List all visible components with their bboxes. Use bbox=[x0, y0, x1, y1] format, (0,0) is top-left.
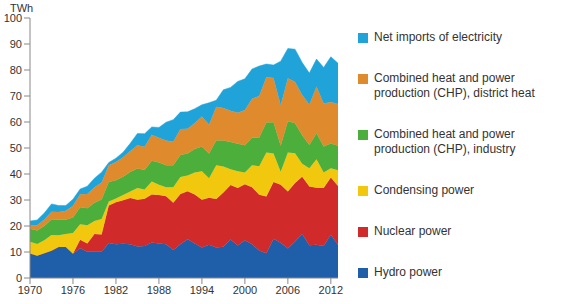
svg-text:30: 30 bbox=[10, 194, 22, 206]
svg-text:80: 80 bbox=[10, 64, 22, 76]
svg-text:10: 10 bbox=[10, 246, 22, 258]
html-text:Condensing power: Condensing power bbox=[374, 183, 475, 197]
svg-text:1994: 1994 bbox=[190, 284, 214, 296]
svg-text:2006: 2006 bbox=[276, 284, 300, 296]
html-text:Nuclear power: Nuclear power bbox=[374, 224, 452, 238]
html-text:Net imports of electricity: Net imports of electricity bbox=[374, 30, 502, 44]
html-text:TWh: TWh bbox=[10, 2, 34, 14]
svg-text:100: 100 bbox=[8, 12, 22, 24]
svg-text:90: 90 bbox=[10, 38, 22, 50]
svg-text:20: 20 bbox=[10, 220, 22, 232]
svg-text:2000: 2000 bbox=[233, 284, 257, 296]
svg-text:1976: 1976 bbox=[61, 284, 85, 296]
svg-text:50: 50 bbox=[10, 142, 22, 154]
html-text:Combined heat and power produc: Combined heat and power production (CHP)… bbox=[374, 71, 535, 100]
html-text:Combined heat and power produc: Combined heat and power production (CHP)… bbox=[374, 127, 516, 156]
svg-text:0: 0 bbox=[16, 272, 22, 284]
svg-text:70: 70 bbox=[10, 90, 22, 102]
svg-text:1982: 1982 bbox=[104, 284, 128, 296]
svg-text:1988: 1988 bbox=[147, 284, 171, 296]
svg-text:40: 40 bbox=[10, 168, 22, 180]
svg-text:1970: 1970 bbox=[18, 284, 42, 296]
svg-text:60: 60 bbox=[10, 116, 22, 128]
svg-text:2012: 2012 bbox=[319, 284, 343, 296]
html-text:Hydro power: Hydro power bbox=[374, 265, 442, 279]
